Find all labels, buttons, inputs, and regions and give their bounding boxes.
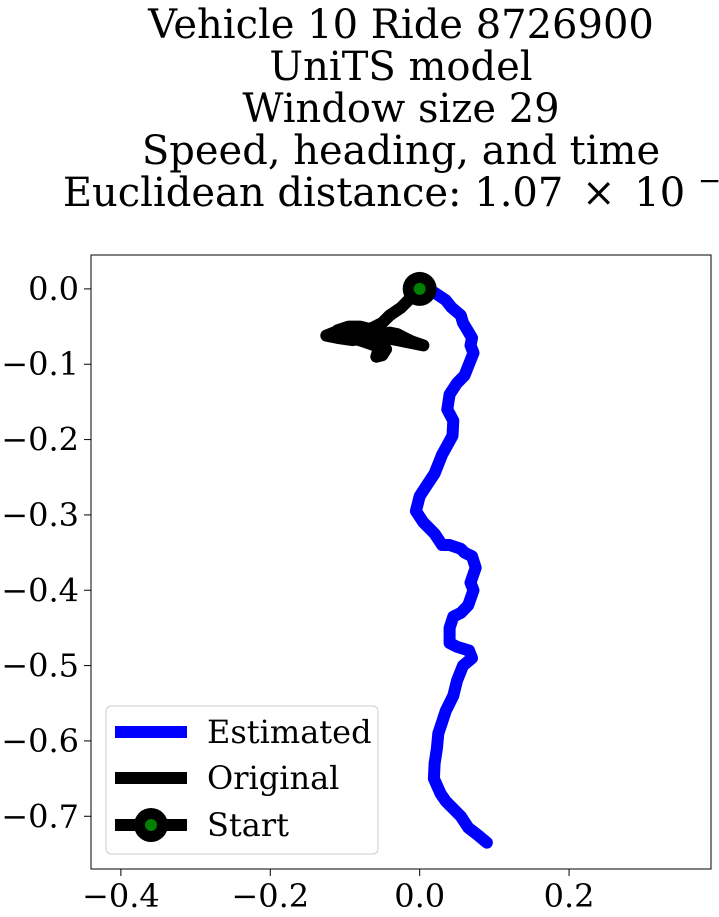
legend-frame <box>105 705 379 855</box>
y-tick-label: −0.4 <box>1 571 79 609</box>
y-tick-label: −0.5 <box>1 647 79 685</box>
distance-times: × <box>582 170 616 216</box>
legend-start-marker-inner <box>145 819 157 831</box>
x-tick-label: −0.4 <box>82 877 160 915</box>
axis-ticks: −0.4 −0.2 0.0 0.2 0.0 −0.1 −0.2 −0.3 −0.4 −0.5 −0.… <box>1 270 594 915</box>
start-marker-inner <box>413 282 426 295</box>
title-line-features: Speed, heading, and time <box>142 128 660 174</box>
series-line-original <box>320 282 430 363</box>
y-tick-label: −0.6 <box>1 722 79 760</box>
y-tick-label: −0.7 <box>1 797 79 835</box>
legend-label-original: Original <box>207 759 339 797</box>
legend-label-estimated: Estimated <box>207 713 372 751</box>
plot-area <box>320 271 493 849</box>
legend-label-start: Start <box>207 806 289 844</box>
y-tick-label: −0.3 <box>1 496 79 534</box>
distance-text: Euclidean distance: 1.07 <box>63 170 564 216</box>
y-tick-label: 0.0 <box>28 270 79 308</box>
x-tick-label: 0.2 <box>544 877 595 915</box>
axes-frame <box>90 254 712 870</box>
title-line-model: UniTS model <box>269 44 532 90</box>
y-tick-label: −0.1 <box>1 345 79 383</box>
x-tick-label: 0.0 <box>394 877 445 915</box>
title-line-vehicle: Vehicle 10 Ride 8726900 <box>147 2 654 48</box>
title-line-distance: Euclidean distance: 1.07 × 10 −1 <box>63 164 719 216</box>
distance-exponent: −1 <box>698 164 719 197</box>
title-line-window: Window size 29 <box>242 86 559 132</box>
x-tick-label: −0.2 <box>231 877 309 915</box>
chart-title: Vehicle 10 Ride 8726900 UniTS model Wind… <box>63 2 719 216</box>
series-line-estimated <box>409 282 493 849</box>
distance-base: 10 <box>634 170 685 216</box>
y-tick-label: −0.2 <box>1 421 79 459</box>
legend: Estimated Original Start <box>105 705 379 855</box>
